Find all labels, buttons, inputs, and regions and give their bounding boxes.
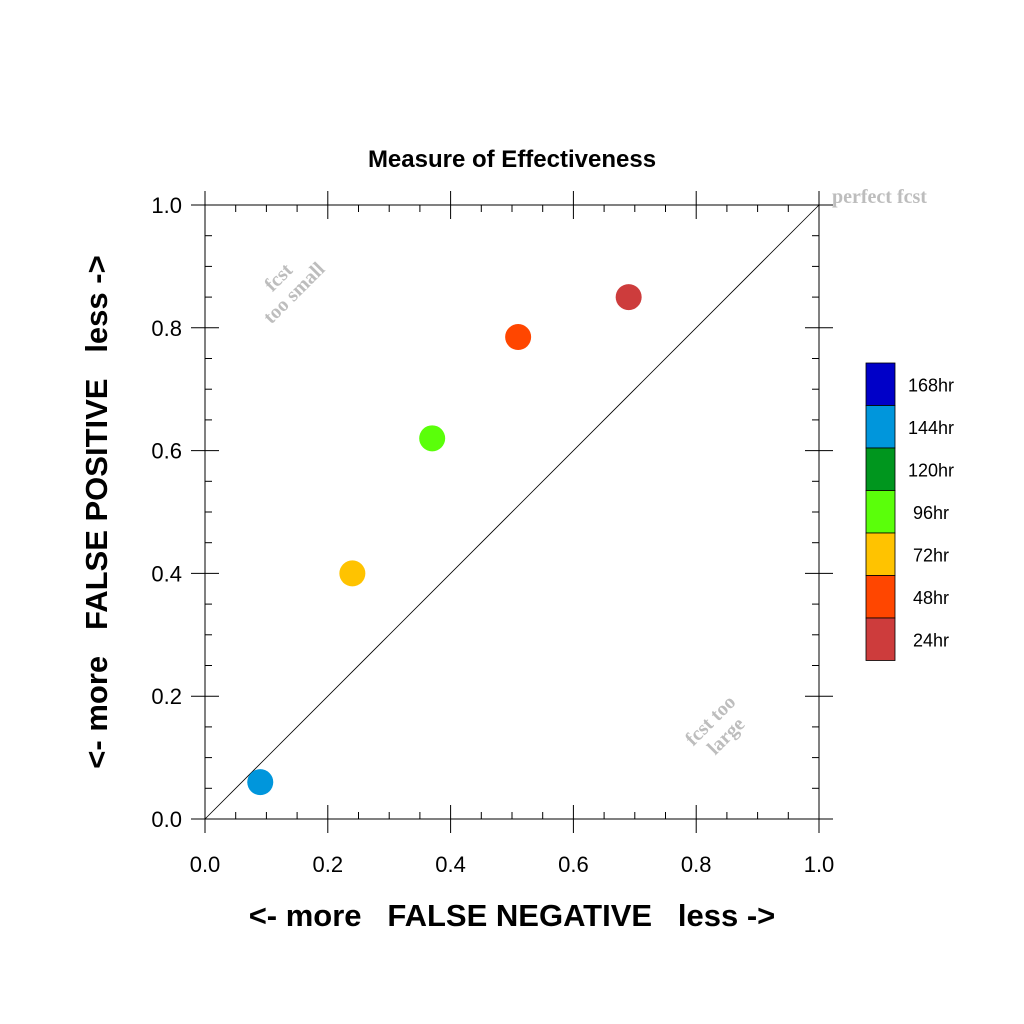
plot-area: 0.0 0.2 0.4 0.6 0.8 1.0 0.0 0.2 0.4 0.6 0.8 1.0 xyxy=(151,191,834,877)
legend-label-144hr: 144hr xyxy=(908,418,954,438)
x-tick-labels: 0.0 0.2 0.4 0.6 0.8 1.0 xyxy=(190,852,835,877)
legend: 168hr 144hr 120hr 96hr 72hr 48hr 24hr xyxy=(865,362,954,661)
data-points xyxy=(247,284,642,796)
legend-swatch-120hr xyxy=(865,447,896,491)
y-axis-label: <- more FALSE POSITIVE less -> xyxy=(79,255,114,768)
y-tick-label: 0.4 xyxy=(151,561,182,586)
x-tick-label: 1.0 xyxy=(804,852,835,877)
data-point-96hr xyxy=(419,425,446,452)
x-tick-label: 0.8 xyxy=(681,852,712,877)
diagonal-line xyxy=(204,204,820,820)
data-point-72hr xyxy=(339,560,366,587)
legend-swatch-24hr xyxy=(865,617,896,661)
chart-title: Measure of Effectiveness xyxy=(368,146,656,173)
x-tick-label: 0.0 xyxy=(190,852,221,877)
perfect-forecast-annotation: perfect fcst xyxy=(832,186,927,208)
x-axis-label: <- more FALSE NEGATIVE less -> xyxy=(249,898,776,933)
legend-label-24hr: 24hr xyxy=(913,630,949,650)
legend-swatch-48hr xyxy=(865,575,896,619)
legend-swatch-72hr xyxy=(865,532,896,576)
y-tick-labels: 0.0 0.2 0.4 0.6 0.8 1.0 xyxy=(151,193,182,832)
legend-label-96hr: 96hr xyxy=(913,503,949,523)
y-tick-label: 0.0 xyxy=(151,807,182,832)
too-small-line2: too small xyxy=(259,258,329,328)
y-tick-label: 0.8 xyxy=(151,316,182,341)
data-point-24hr xyxy=(615,284,642,311)
legend-swatch-96hr xyxy=(865,490,896,534)
y-tick-label: 0.6 xyxy=(151,439,182,464)
x-tick-label: 0.2 xyxy=(313,852,344,877)
too-large-annotation: fcst too large xyxy=(681,691,749,759)
y-tick-label: 1.0 xyxy=(151,193,182,218)
legend-swatch-144hr xyxy=(865,405,896,449)
legend-label-48hr: 48hr xyxy=(913,588,949,608)
data-point-48hr xyxy=(505,324,532,351)
legend-swatch-168hr xyxy=(865,362,896,406)
x-tick-label: 0.4 xyxy=(435,852,466,877)
data-point-144hr xyxy=(247,769,274,796)
tick-marks xyxy=(191,191,833,833)
x-tick-label: 0.6 xyxy=(558,852,589,877)
legend-label-168hr: 168hr xyxy=(908,375,954,395)
legend-label-120hr: 120hr xyxy=(908,460,954,480)
y-tick-label: 0.2 xyxy=(151,684,182,709)
too-small-annotation: fcst too small xyxy=(259,258,329,328)
legend-label-72hr: 72hr xyxy=(913,545,949,565)
